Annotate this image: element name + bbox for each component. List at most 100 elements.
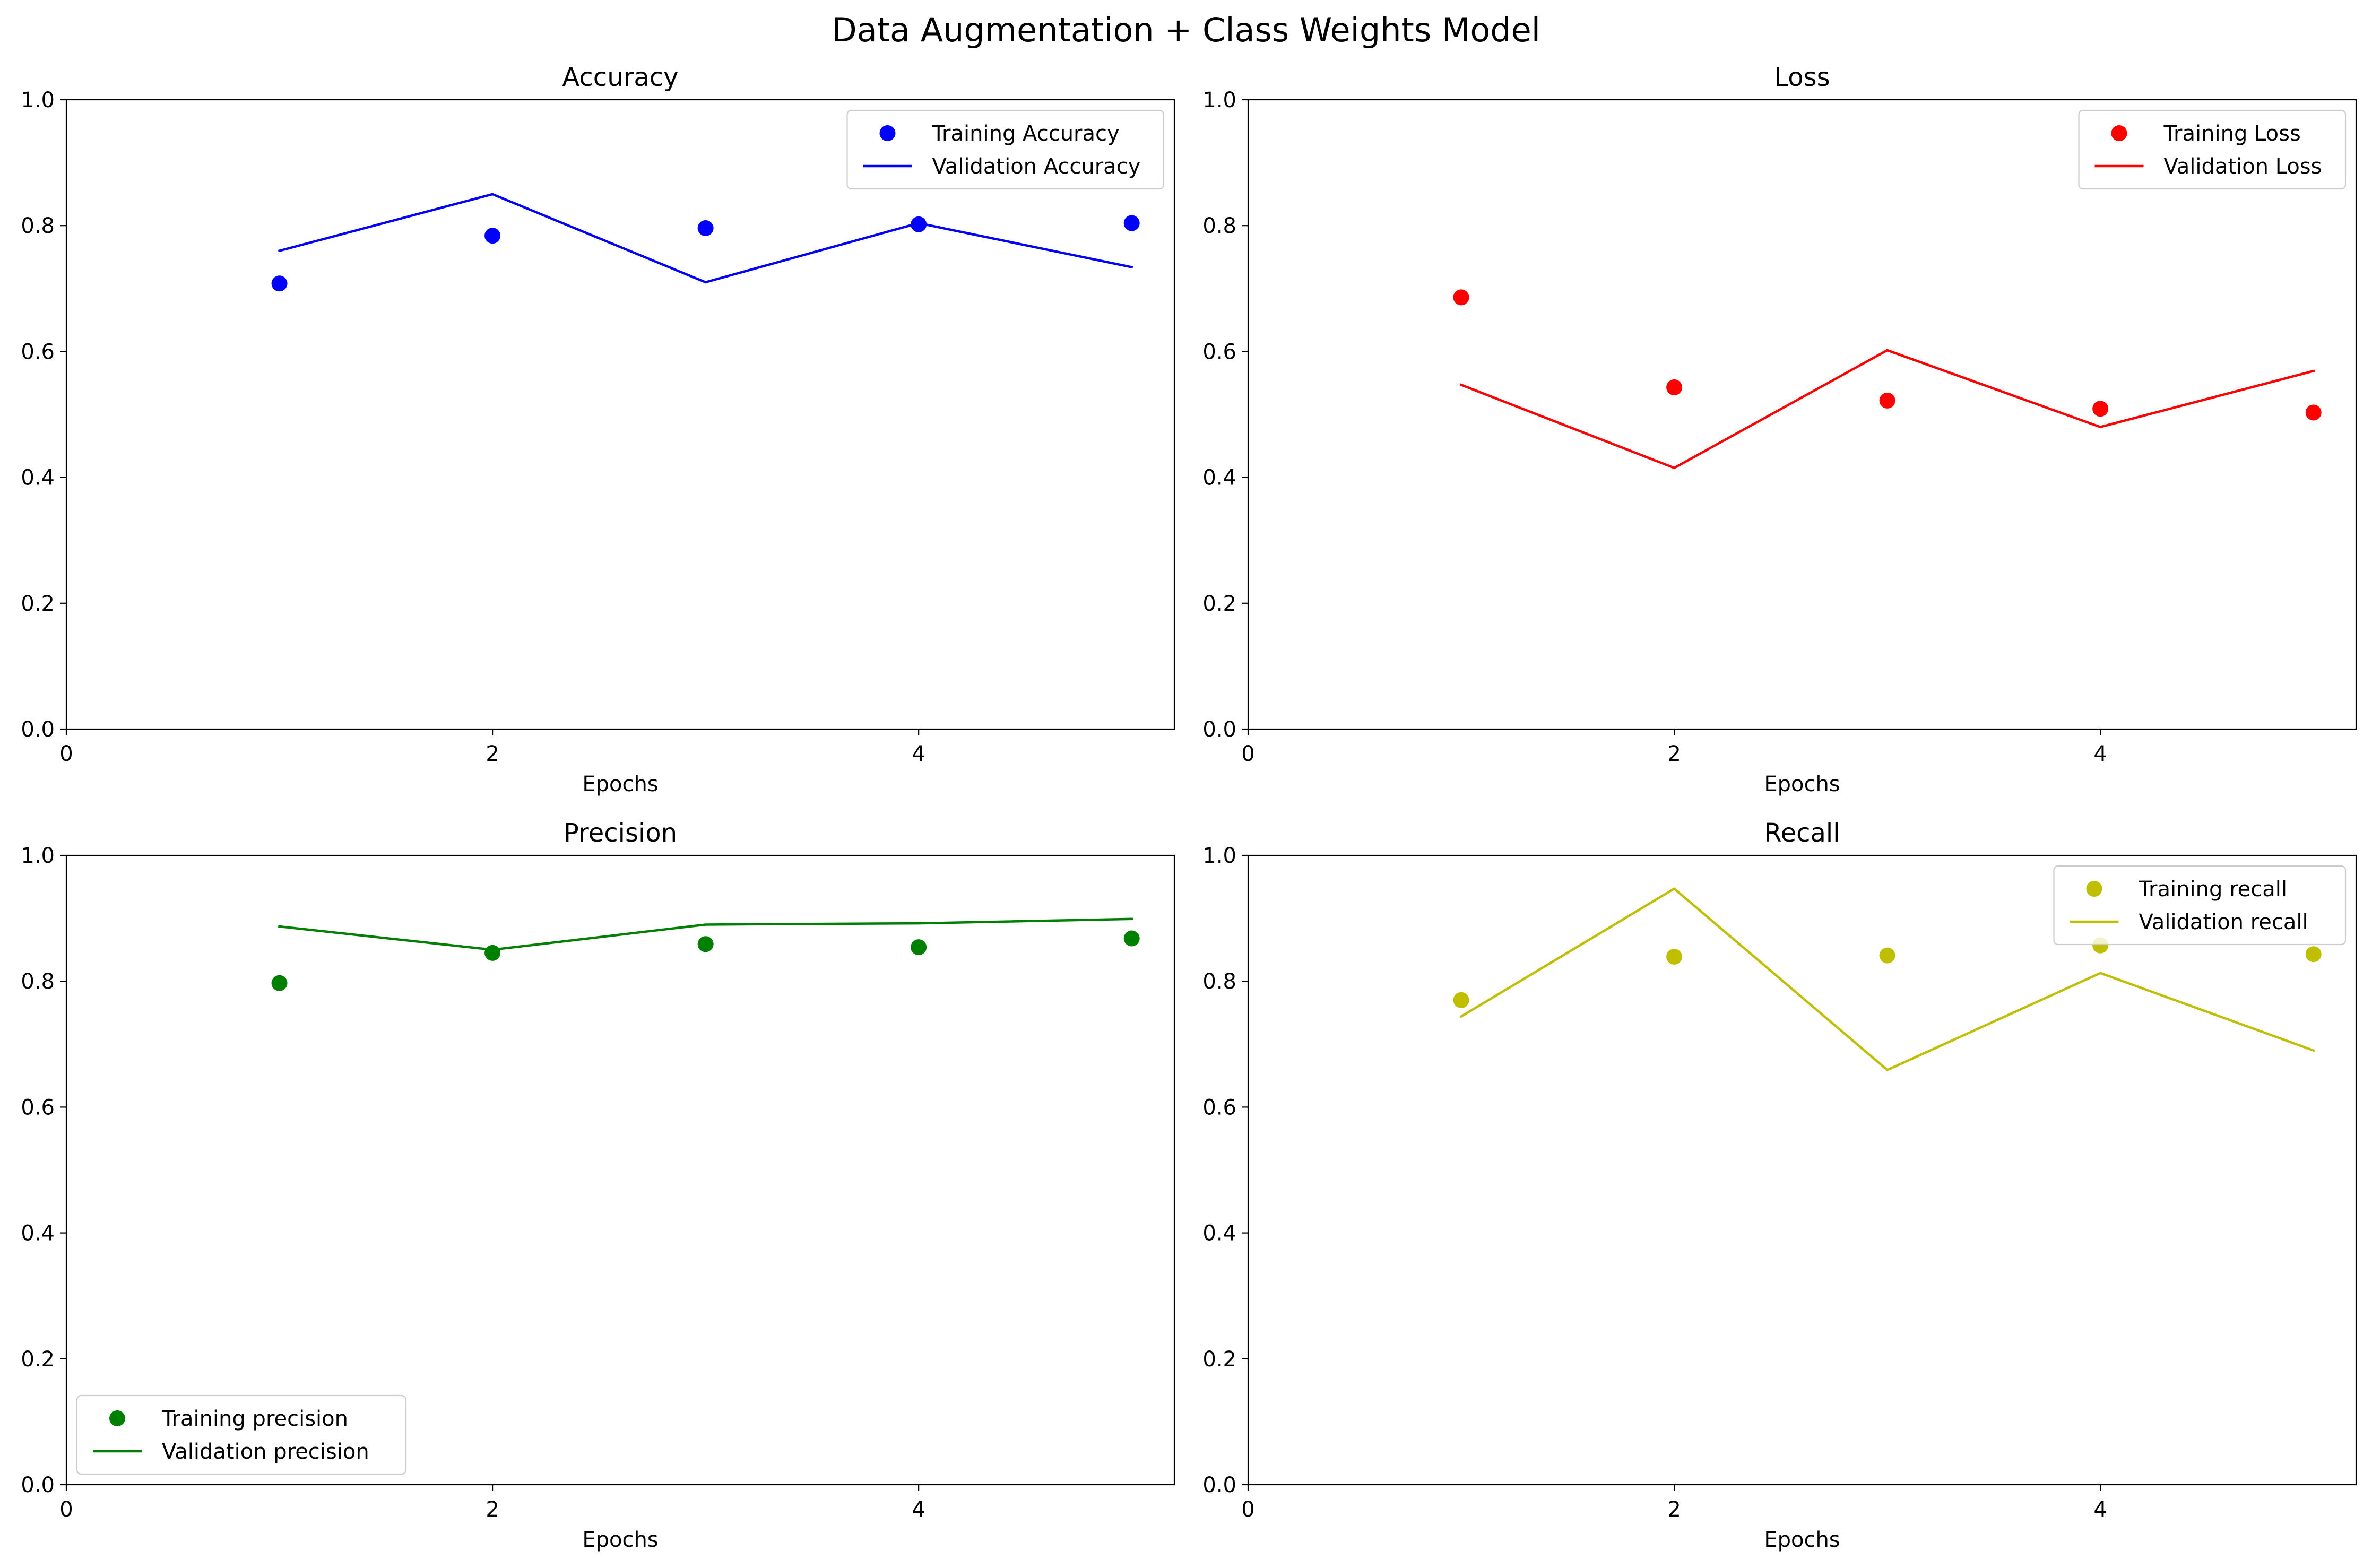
series-validation-recall xyxy=(1459,887,2315,1071)
series-line xyxy=(278,193,1133,284)
legend: Training Loss Validation Loss xyxy=(2078,109,2347,190)
legend-box xyxy=(2053,865,2347,946)
y-tick-label: 0.6 xyxy=(1202,340,1236,364)
data-point xyxy=(484,228,501,244)
data-point xyxy=(1879,947,1895,964)
y-tick-label: 0.4 xyxy=(21,466,55,490)
y-tick-label: 0.2 xyxy=(21,1347,55,1372)
y-tick-label: 0.8 xyxy=(21,214,55,238)
subplot-title: Loss xyxy=(1774,63,1830,92)
legend-label: Training Loss xyxy=(2163,122,2301,146)
x-tick-label: 4 xyxy=(2093,742,2107,766)
figure-title: Data Augmentation + Class Weights Model xyxy=(832,11,1540,49)
subplot-loss: Loss 0.0 0.2 0.4 0.6 0.8 1.0 0 2 4 Epochs Training … xyxy=(1202,63,2357,796)
data-point xyxy=(911,939,927,956)
subplot-accuracy: Accuracy 0.0 0.2 0.4 0.6 0.8 1.0 0 2 4 Epochs Train… xyxy=(21,63,1175,796)
legend: Training Accuracy Validation Accuracy xyxy=(846,109,1165,190)
data-point xyxy=(1123,215,1140,231)
data-point xyxy=(2305,404,2322,421)
x-tick-label: 2 xyxy=(486,742,499,766)
x-tick-label: 2 xyxy=(1667,742,1681,766)
y-tick-label: 0.2 xyxy=(1202,592,1236,616)
y-tick-label: 1.0 xyxy=(21,844,55,868)
x-tick-label: 0 xyxy=(1241,1497,1254,1522)
data-point xyxy=(697,220,714,236)
series-line xyxy=(1459,887,2315,1071)
series-line xyxy=(278,917,1133,951)
legend: Training recall Validation recall xyxy=(2053,865,2347,946)
subplot-title: Accuracy xyxy=(562,63,678,92)
data-point xyxy=(911,216,927,232)
x-axis-label: Epochs xyxy=(1764,772,1840,796)
legend-label: Training precision xyxy=(161,1407,348,1431)
data-point xyxy=(271,975,288,991)
legend-label: Validation recall xyxy=(2139,910,2308,934)
subplot-title: Precision xyxy=(564,818,677,848)
data-point xyxy=(484,945,501,961)
legend-label: Training recall xyxy=(2139,877,2287,902)
y-tick-label: 0.4 xyxy=(1202,1222,1236,1246)
y-tick-label: 0.4 xyxy=(21,1222,55,1246)
legend-marker-icon xyxy=(2086,881,2102,897)
y-tick-label: 0.0 xyxy=(1202,717,1236,742)
y-tick-label: 0.0 xyxy=(21,1473,55,1497)
series-validation-accuracy xyxy=(278,193,1133,284)
data-point xyxy=(2305,946,2322,963)
series-validation-loss xyxy=(1459,349,2315,470)
data-point xyxy=(1123,930,1140,947)
series-line xyxy=(1459,349,2315,470)
x-axis-label: Epochs xyxy=(582,1528,658,1552)
series-validation-precision xyxy=(278,917,1133,951)
x-tick-label: 4 xyxy=(2093,1497,2107,1522)
data-point xyxy=(1666,379,1683,396)
y-tick-label: 0.6 xyxy=(1202,1095,1236,1120)
y-tick-label: 0.8 xyxy=(21,969,55,994)
data-point xyxy=(271,275,288,292)
legend-label: Training Accuracy xyxy=(932,122,1120,146)
data-point xyxy=(1453,992,1469,1008)
data-point xyxy=(1453,289,1469,306)
y-tick-label: 0.0 xyxy=(1202,1473,1236,1497)
axes-frame xyxy=(1247,854,2357,1486)
y-tick-label: 0.0 xyxy=(21,717,55,742)
series-training-loss xyxy=(1453,289,2322,421)
y-tick-label: 0.8 xyxy=(1202,969,1236,994)
y-tick-label: 0.8 xyxy=(1202,214,1236,238)
legend-label: Validation Loss xyxy=(2164,154,2322,179)
data-point xyxy=(697,936,714,952)
subplot-precision: Precision 0.0 0.2 0.4 0.6 0.8 1.0 0 2 4 Epochs Trai… xyxy=(21,818,1175,1552)
x-tick-label: 0 xyxy=(59,1497,73,1522)
axes-frame xyxy=(1247,99,2357,730)
legend-marker-icon xyxy=(879,125,896,141)
x-tick-label: 2 xyxy=(486,1497,499,1522)
legend-box xyxy=(2078,109,2347,190)
y-tick-label: 0.2 xyxy=(21,592,55,616)
x-tick-label: 2 xyxy=(1667,1497,1681,1522)
data-point xyxy=(1666,948,1683,965)
y-tick-label: 1.0 xyxy=(1202,844,1236,868)
axes-frame xyxy=(65,99,1175,730)
legend-label: Validation Accuracy xyxy=(932,154,1141,179)
legend-marker-icon xyxy=(109,1410,125,1426)
axes-frame xyxy=(65,854,1175,1486)
x-tick-label: 0 xyxy=(1241,742,1254,766)
data-point xyxy=(2092,401,2109,417)
legend-label: Validation precision xyxy=(162,1440,369,1464)
y-tick-label: 0.2 xyxy=(1202,1347,1236,1372)
subplot-recall: Recall 0.0 0.2 0.4 0.6 0.8 1.0 0 2 4 Epochs Trainin… xyxy=(1202,818,2357,1552)
x-axis-label: Epochs xyxy=(582,772,658,796)
legend-box xyxy=(76,1394,407,1475)
subplot-title: Recall xyxy=(1764,818,1840,848)
data-point xyxy=(1879,392,1895,409)
x-tick-label: 4 xyxy=(912,1497,925,1522)
y-tick-label: 1.0 xyxy=(1202,88,1236,112)
legend: Training precision Validation precision xyxy=(76,1394,407,1475)
y-tick-label: 0.6 xyxy=(21,340,55,364)
x-axis-label: Epochs xyxy=(1764,1528,1840,1552)
y-tick-label: 1.0 xyxy=(21,88,55,112)
series-training-accuracy xyxy=(271,215,1140,292)
x-tick-label: 4 xyxy=(912,742,925,766)
y-tick-label: 0.6 xyxy=(21,1095,55,1120)
